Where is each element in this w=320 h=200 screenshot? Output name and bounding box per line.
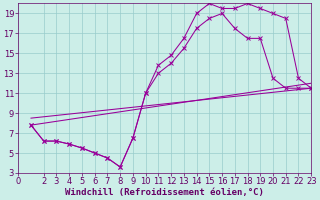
X-axis label: Windchill (Refroidissement éolien,°C): Windchill (Refroidissement éolien,°C) xyxy=(65,188,264,197)
